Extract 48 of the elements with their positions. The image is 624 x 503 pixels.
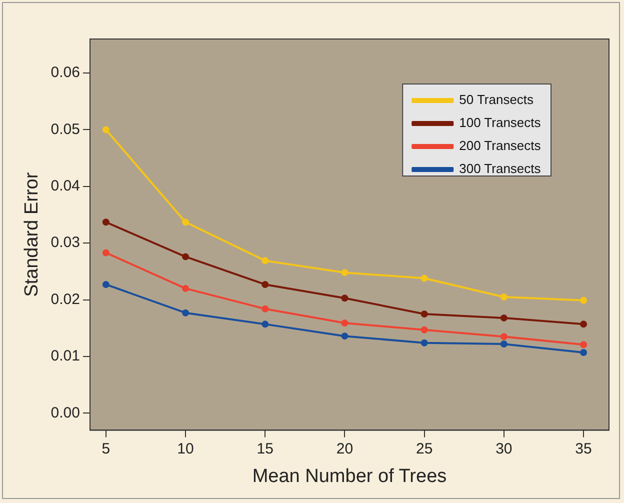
y-axis-title: Standard Error [22, 172, 43, 297]
point [500, 333, 508, 340]
point [580, 341, 588, 348]
point [500, 293, 508, 300]
point [580, 296, 588, 304]
y-tick-label: 0.05 [50, 120, 80, 138]
point [580, 349, 588, 356]
point [182, 309, 190, 316]
x-tick-label: 30 [496, 440, 512, 458]
point [420, 274, 428, 282]
point [341, 294, 348, 302]
legend-label: 50 Transects [459, 92, 534, 108]
legend-label: 300 Transects [459, 161, 542, 176]
legend-label: 100 Transects [459, 115, 542, 130]
y-tick-label: 0.02 [50, 290, 80, 308]
x-tick-label: 35 [575, 440, 592, 458]
point [341, 320, 348, 327]
x-axis-title: Mean Number of Trees [252, 466, 447, 487]
point [262, 280, 269, 288]
point [420, 326, 428, 334]
point [500, 340, 508, 348]
point [262, 305, 269, 312]
point [262, 257, 269, 264]
point [102, 280, 110, 288]
point [341, 269, 348, 276]
y-tick-label: 0.00 [50, 404, 80, 422]
point [580, 320, 588, 328]
y-tick-label: 0.01 [50, 348, 80, 365]
point [182, 218, 190, 226]
x-tick-label: 10 [177, 440, 194, 458]
x-tick-label: 5 [102, 440, 110, 458]
point [102, 126, 110, 134]
y-tick-label: 0.04 [50, 178, 80, 195]
point [262, 320, 269, 328]
point [341, 332, 348, 340]
point [182, 284, 190, 292]
y-tick-label: 0.06 [50, 64, 80, 82]
point [182, 253, 190, 260]
point [102, 218, 110, 226]
x-tick-label: 20 [336, 440, 354, 458]
y-tick-label: 0.03 [50, 234, 80, 252]
point [420, 310, 428, 318]
point [500, 314, 508, 322]
x-tick-label: 25 [416, 440, 433, 458]
x-tick-label: 15 [256, 440, 274, 458]
legend-label: 200 Transects [459, 138, 542, 154]
point [102, 249, 110, 256]
point [420, 339, 428, 346]
